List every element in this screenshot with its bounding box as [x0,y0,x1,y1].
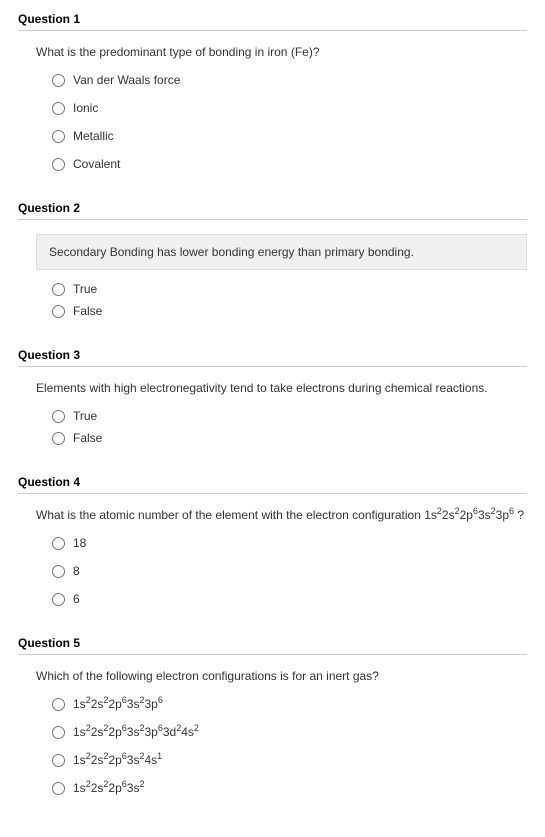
option-row: True [52,407,527,425]
question-block: Question 2 Secondary Bonding has lower bo… [18,201,527,320]
question-title: Question 3 [18,348,527,367]
question-block: Question 5 Which of the following electro… [18,636,527,797]
option-radio[interactable] [52,102,65,115]
option-row: 6 [52,590,527,608]
question-prompt: Which of the following electron configur… [36,669,527,683]
option-radio[interactable] [52,283,65,296]
option-radio[interactable] [52,158,65,171]
option-label: Ionic [73,99,98,117]
option-radio[interactable] [52,74,65,87]
option-radio[interactable] [52,410,65,423]
option-label: False [73,429,102,447]
quiz-root: Question 1 What is the predominant type o… [18,12,527,797]
option-row: 1s22s22p63s23p6 [52,695,527,713]
question-title: Question 4 [18,475,527,494]
option-label: 18 [73,534,86,552]
option-radio[interactable] [52,754,65,767]
option-label: Metallic [73,127,114,145]
option-radio[interactable] [52,698,65,711]
option-label: True [73,280,97,298]
option-label: Covalent [73,155,120,173]
option-label: 6 [73,590,80,608]
option-label: 1s22s22p63s24s1 [73,751,162,769]
question-block: Question 1 What is the predominant type o… [18,12,527,173]
question-title: Question 5 [18,636,527,655]
option-label: 1s22s22p63s23p6 [73,695,163,713]
option-label: Van der Waals force [73,71,180,89]
option-row: 8 [52,562,527,580]
question-prompt: What is the predominant type of bonding … [36,45,527,59]
option-label: True [73,407,97,425]
option-row: Metallic [52,127,527,145]
option-row: True [52,280,527,298]
option-radio[interactable] [52,305,65,318]
question-title: Question 1 [18,12,527,31]
option-radio[interactable] [52,593,65,606]
question-prompt: What is the atomic number of the element… [36,508,527,522]
option-label: 8 [73,562,80,580]
option-radio[interactable] [52,537,65,550]
option-radio[interactable] [52,130,65,143]
question-block: Question 3 Elements with high electronega… [18,348,527,447]
option-row: 1s22s22p63s24s1 [52,751,527,769]
option-row: 18 [52,534,527,552]
option-radio[interactable] [52,726,65,739]
option-radio[interactable] [52,432,65,445]
question-prompt: Elements with high electronegativity ten… [36,381,527,395]
option-row: 1s22s22p63s23p63d24s2 [52,723,527,741]
option-row: Van der Waals force [52,71,527,89]
option-radio[interactable] [52,782,65,795]
option-label: False [73,302,102,320]
option-radio[interactable] [52,565,65,578]
option-row: Ionic [52,99,527,117]
option-row: False [52,302,527,320]
option-row: False [52,429,527,447]
option-row: Covalent [52,155,527,173]
option-label: 1s22s22p63s23p63d24s2 [73,723,199,741]
question-statement: Secondary Bonding has lower bonding ener… [36,234,527,270]
question-block: Question 4 What is the atomic number of t… [18,475,527,608]
question-title: Question 2 [18,201,527,220]
